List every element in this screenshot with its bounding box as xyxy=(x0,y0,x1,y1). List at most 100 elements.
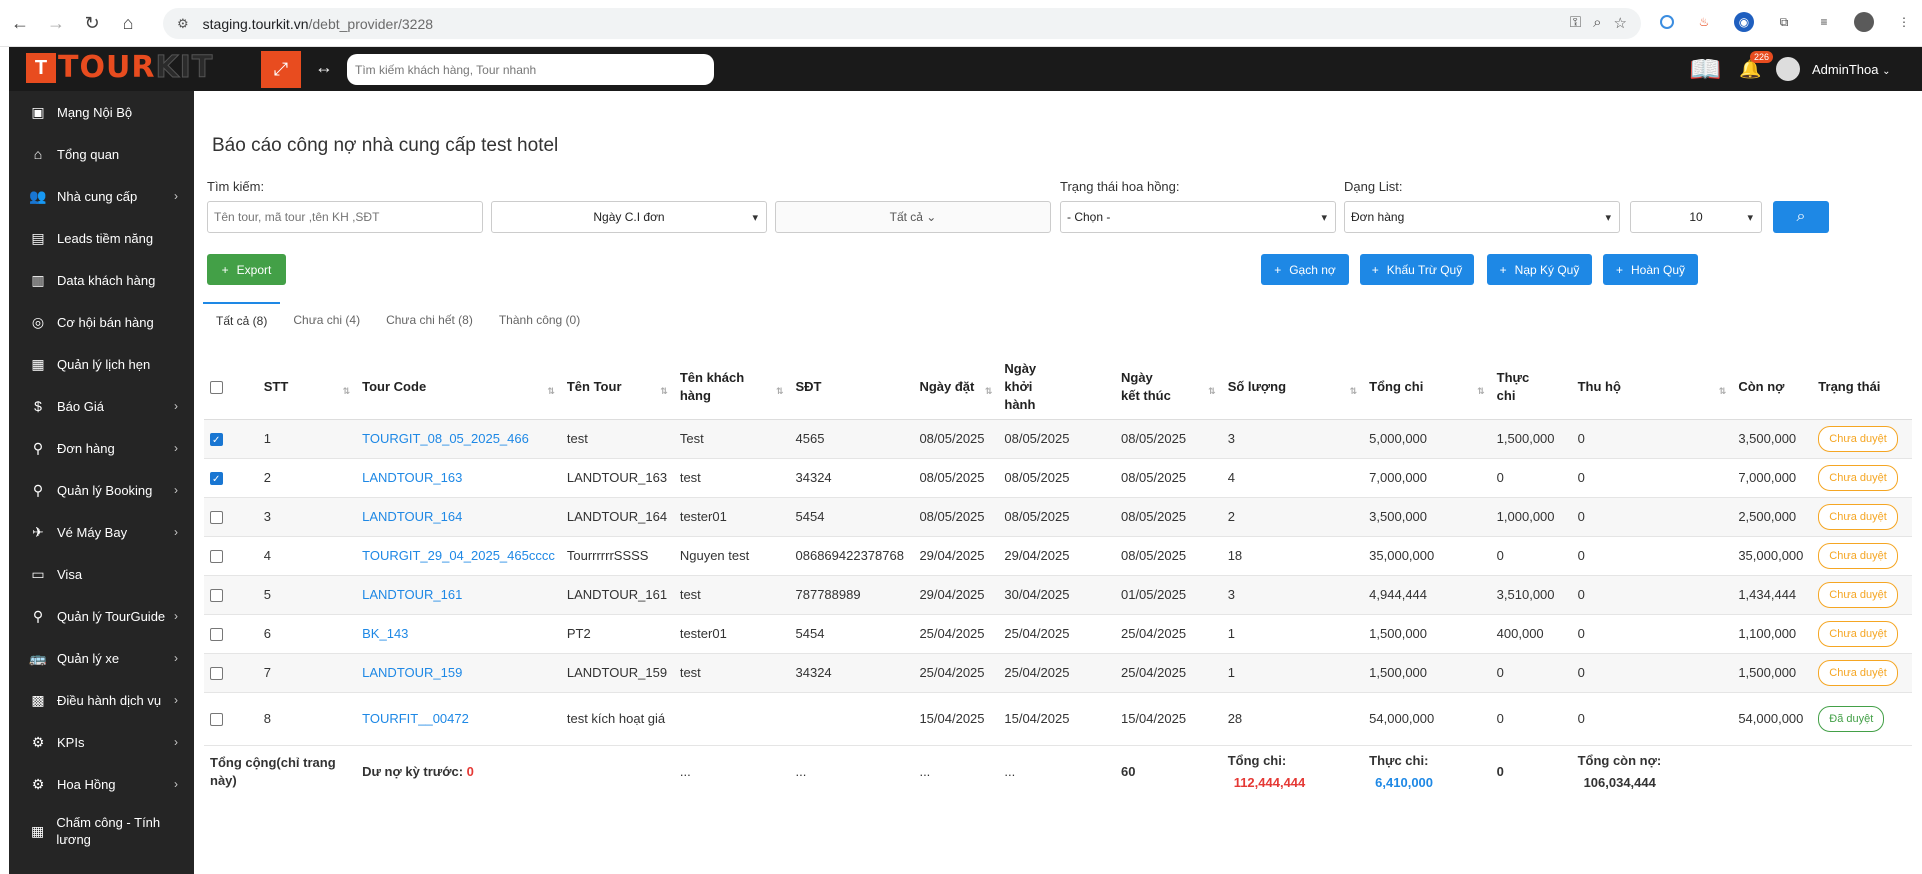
table-row[interactable]: 7 LANDTOUR_159 LANDTOUR_159 test 34324 25/04/… xyxy=(204,653,1912,693)
sidebar-item[interactable]: ▩ Điều hành dịch vụ › xyxy=(9,679,194,721)
row-checkbox[interactable] xyxy=(210,549,223,563)
commission-select[interactable]: - Chọn - ▾ xyxy=(1060,201,1336,233)
table-row[interactable]: 3 LANDTOUR_164 LANDTOUR_164 tester01 5454 08/… xyxy=(204,497,1912,537)
row-checkbox[interactable] xyxy=(210,666,223,680)
status-badge[interactable]: Chưa duyệt xyxy=(1818,464,1898,491)
forward-icon[interactable]: → xyxy=(47,12,65,33)
sidebar-item[interactable]: ⚙ Hoa Hồng › xyxy=(9,763,194,805)
tour-code-link[interactable]: LANDTOUR_164 xyxy=(356,497,561,537)
bell-icon[interactable]: 🔔 xyxy=(1739,59,1762,79)
status-badge[interactable]: Đã duyệt xyxy=(1818,705,1885,732)
tab-unpaid[interactable]: Chưa chi (4) xyxy=(293,313,361,327)
swap-arrows-icon[interactable]: ↔ xyxy=(315,57,333,77)
col-total[interactable]: Tổng chi ⇅ xyxy=(1363,356,1491,420)
sidebar-item[interactable]: ▥ Data khách hàng xyxy=(9,259,194,301)
tour-code-link[interactable]: BK_143 xyxy=(356,614,561,654)
search-input[interactable] xyxy=(207,201,483,233)
search-button[interactable]: ⌕ xyxy=(1773,201,1829,233)
sidebar-item[interactable]: ⚲ Quản lý Booking › xyxy=(9,469,194,511)
nap-ky-quy-button[interactable]: + Nạp Ký Quỹ xyxy=(1487,254,1592,285)
col-customer[interactable]: Tên khách hàng ⇅ xyxy=(673,356,790,420)
table-row[interactable]: 1TOURGIT_08_05_2025_466testTest456508/05… xyxy=(204,419,1912,459)
bookmark-star-icon[interactable]: ☆ xyxy=(1613,15,1627,32)
user-menu[interactable]: AdminThoa ⌄ xyxy=(1812,62,1891,77)
col-tour-name[interactable]: Tên Tour ⇅ xyxy=(560,356,674,420)
tour-code-link[interactable]: LANDTOUR_159 xyxy=(356,653,561,693)
col-debt[interactable]: Còn nợ xyxy=(1732,356,1813,420)
col-phone[interactable]: SĐT xyxy=(789,356,914,420)
col-quantity[interactable]: Số lượng ⇅ xyxy=(1221,356,1364,420)
hoan-quy-button[interactable]: + Hoàn Quỹ xyxy=(1603,254,1698,285)
khau-tru-quy-button[interactable]: + Khấu Trừ Quỹ xyxy=(1360,254,1474,285)
reload-icon[interactable]: ↻ xyxy=(84,12,100,33)
row-checkbox[interactable] xyxy=(210,712,223,726)
table-row[interactable]: 5 LANDTOUR_161 LANDTOUR_161 test 787788989 29… xyxy=(204,575,1912,615)
tour-code-link[interactable]: TOURGIT_08_05_2025_466 xyxy=(356,419,561,459)
row-checkbox[interactable] xyxy=(210,432,223,450)
status-badge[interactable]: Chưa duyệt xyxy=(1818,503,1898,530)
status-badge[interactable]: Chưa duyệt xyxy=(1818,581,1898,608)
table-row[interactable]: 8 TOURFIT__00472 test kích hoạt giá 15/04/2… xyxy=(204,692,1912,746)
export-button[interactable]: + Export xyxy=(207,254,286,285)
sidebar-item[interactable]: ⌂ Tổng quan xyxy=(9,133,194,175)
col-stt[interactable]: STT ⇅ xyxy=(257,356,357,420)
menu-dots-icon[interactable]: ⋮ xyxy=(1898,15,1910,29)
sidebar-item[interactable]: ▦ Chấm công - Tính lương xyxy=(9,805,194,857)
sidebar-item[interactable]: ⚲ Quản lý TourGuide › xyxy=(9,595,194,637)
gach-no-button[interactable]: + Gạch nợ xyxy=(1261,254,1349,285)
sidebar-item[interactable]: ▣ Mạng Nội Bộ xyxy=(9,91,194,133)
col-status[interactable]: Trạng thái xyxy=(1812,356,1912,420)
sidebar-item[interactable]: ⚲ Đơn hàng › xyxy=(9,427,194,469)
col-paid[interactable]: Thực chi xyxy=(1490,356,1572,420)
select-all-checkbox[interactable] xyxy=(210,381,223,395)
status-badge[interactable]: Chưa duyệt xyxy=(1818,620,1898,647)
guide-book-icon[interactable]: 📖 xyxy=(1689,54,1722,84)
tour-code-link[interactable]: TOURGIT_29_04_2025_465cccc xyxy=(356,536,561,576)
col-collect[interactable]: Thu hộ ⇅ xyxy=(1571,356,1733,420)
status-badge[interactable]: Chưa duyệt xyxy=(1818,542,1898,569)
password-key-icon[interactable]: ⚿ xyxy=(1569,14,1582,31)
extension-globe-icon[interactable]: ◉ xyxy=(1734,12,1754,32)
page-size-select[interactable]: 10 ▾ xyxy=(1630,201,1762,233)
date-type-select[interactable]: Ngày C.I đơn ▾ xyxy=(491,201,767,233)
address-bar[interactable]: ⚙ staging.tourkit.vn/debt_provider/3228 … xyxy=(163,8,1641,39)
sidebar-item[interactable]: 👥 Nhà cung cấp › xyxy=(9,175,194,217)
tourkit-logo[interactable]: T TOURKIT xyxy=(26,52,213,83)
table-row[interactable]: 6 BK_143 PT2 tester01 5454 25/04/2025 25/04/20… xyxy=(204,614,1912,654)
table-row[interactable]: 4 TOURGIT_29_04_2025_465cccc TourrrrrrSSSS… xyxy=(204,536,1912,576)
sidebar-item[interactable]: ✈ Vé Máy Bay › xyxy=(9,511,194,553)
tab-partially-paid[interactable]: Chưa chi hết (8) xyxy=(386,313,473,327)
status-badge[interactable]: Chưa duyệt xyxy=(1818,425,1898,452)
back-icon[interactable]: ← xyxy=(11,12,29,33)
sidebar-item[interactable]: ▭ Visa xyxy=(9,553,194,595)
sidebar-item[interactable]: ◎ Cơ hội bán hàng xyxy=(9,301,194,343)
sidebar-item[interactable]: 🚌 Quản lý xe › xyxy=(9,637,194,679)
col-tour-code[interactable]: Tour Code ⇅ xyxy=(356,356,561,420)
sidebar-item[interactable]: ▤ Leads tiềm năng xyxy=(9,217,194,259)
quick-search-input[interactable] xyxy=(347,54,714,85)
row-checkbox[interactable] xyxy=(210,588,223,602)
extension-fire-icon[interactable]: ♨ xyxy=(1698,15,1710,29)
tab-success[interactable]: Thành công (0) xyxy=(498,313,581,327)
status-badge[interactable]: Chưa duyệt xyxy=(1818,659,1898,686)
status-select[interactable]: Tất cả ⌄ xyxy=(775,201,1051,233)
row-checkbox[interactable] xyxy=(210,510,223,524)
row-checkbox[interactable] xyxy=(210,471,223,489)
sidebar-item[interactable]: ⚙ KPIs › xyxy=(9,721,194,763)
zoom-icon[interactable]: ⌕ xyxy=(1593,14,1602,31)
profile-avatar-icon[interactable] xyxy=(1854,12,1874,32)
col-end-date[interactable]: Ngày kết thúc ⇅ xyxy=(1114,356,1222,420)
tour-code-link[interactable]: LANDTOUR_161 xyxy=(356,575,561,615)
extension-circle-icon[interactable] xyxy=(1660,15,1674,29)
site-info-icon[interactable]: ⚙ xyxy=(177,15,189,31)
sidebar-item[interactable]: $ Báo Giá › xyxy=(9,385,194,427)
tab-all[interactable]: Tất cả (8) xyxy=(203,302,281,338)
col-start-date[interactable]: Ngày khởi hành xyxy=(998,356,1115,420)
avatar[interactable] xyxy=(1776,57,1800,81)
list-type-select[interactable]: Đơn hàng ▾ xyxy=(1344,201,1620,233)
media-queue-icon[interactable]: ≡ xyxy=(1820,15,1828,29)
extensions-puzzle-icon[interactable]: ⧉ xyxy=(1779,14,1789,29)
tour-code-link[interactable]: LANDTOUR_163 xyxy=(356,458,561,498)
sidebar-item[interactable]: ▦ Quản lý lịch hẹn xyxy=(9,343,194,385)
tour-code-link[interactable]: TOURFIT__00472 xyxy=(356,692,561,746)
